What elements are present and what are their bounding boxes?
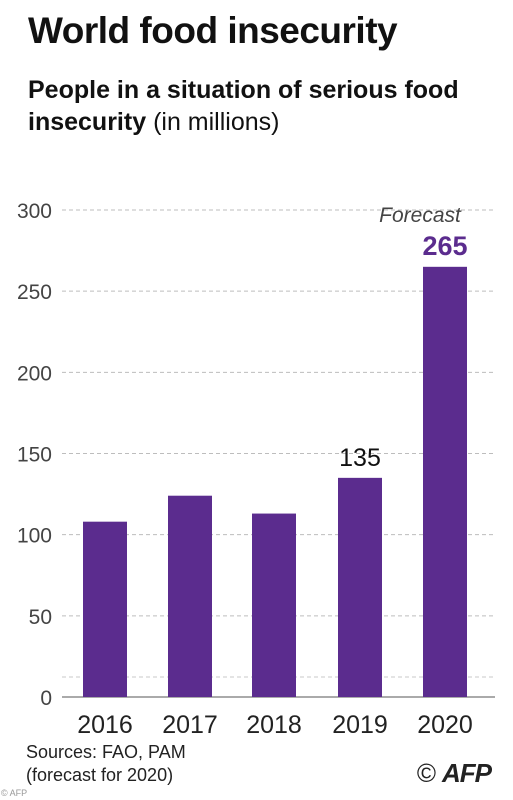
y-tick-label: 100: [17, 525, 52, 548]
forecast-note: (forecast for 2020): [26, 765, 174, 785]
chart-title: World food insecurity: [28, 10, 398, 51]
forecast-annotation: Forecast: [379, 204, 462, 227]
x-tick-label: 2018: [246, 711, 302, 739]
y-tick-label: 50: [29, 606, 52, 629]
bar-2019: [338, 477, 382, 697]
data-label-2020: 265: [422, 231, 467, 261]
y-tick-label: 150: [17, 444, 52, 467]
bar-2016: [83, 521, 127, 697]
x-tick-label: 2016: [77, 711, 133, 739]
y-tick-label: 200: [17, 362, 52, 385]
copyright-symbol: ©: [416, 758, 436, 788]
watermark: © AFP: [1, 788, 28, 798]
y-tick-label: 300: [17, 200, 52, 223]
bar-chart: 300 250 200 150 100 50 0 2016 2017 2018 2019 2020 13…: [17, 200, 495, 739]
sources-note: Sources: FAO, PAM (forecast for 2020): [26, 741, 186, 787]
x-tick-label: 2020: [417, 711, 473, 739]
bar-2018: [252, 513, 296, 697]
bar-2020: [423, 266, 467, 697]
bar-2017: [168, 495, 212, 697]
afp-logo: AFP: [442, 758, 492, 788]
subtitle-unit: (in millions): [153, 108, 280, 136]
agency-credit: © AFP: [416, 758, 492, 789]
x-tick-label: 2017: [162, 711, 218, 739]
x-tick-label: 2019: [332, 711, 388, 739]
data-label-2019: 135: [339, 444, 381, 472]
chart-subtitle: People in a situation of serious food in…: [28, 74, 468, 138]
sources-line: Sources: FAO, PAM: [26, 742, 186, 762]
subtitle-main: People in a situation of serious food in…: [28, 76, 459, 136]
y-tick-label: 250: [17, 281, 52, 304]
y-tick-label: 0: [40, 687, 52, 710]
